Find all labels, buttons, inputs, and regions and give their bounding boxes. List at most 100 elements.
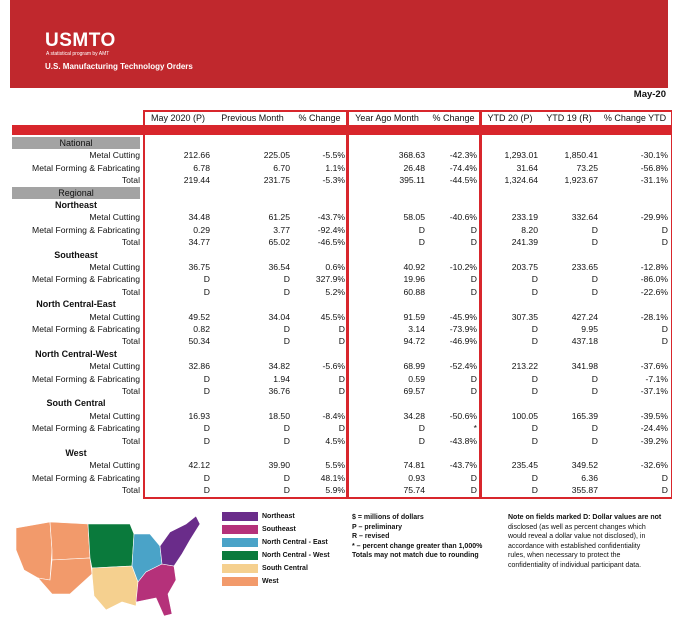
- group-border: [670, 110, 672, 498]
- section-heading: National: [12, 137, 140, 149]
- cell-value: 327.9%: [315, 274, 345, 285]
- cell-value: 48.1%: [320, 472, 345, 483]
- cell-value: -12.8%: [640, 262, 668, 272]
- cell-value: 39.90: [268, 460, 290, 471]
- cell-value: D: [531, 373, 538, 384]
- cell-value: D: [418, 435, 425, 446]
- cell-value: -5.6%: [322, 361, 345, 372]
- cell-value: 16.93: [188, 410, 210, 421]
- group-border: [347, 110, 349, 498]
- cell-value: 18.50: [268, 410, 290, 421]
- section-heading: Regional: [12, 186, 140, 199]
- row-label: Metal Forming & Fabricating: [32, 324, 140, 334]
- cell-value: D: [338, 336, 345, 347]
- cell-value: D: [591, 237, 598, 248]
- cell-value: D: [470, 485, 477, 496]
- cell-value: 235.45: [511, 460, 538, 471]
- cell-value: 4.5%: [325, 435, 345, 446]
- column-header: Previous Month: [221, 113, 284, 123]
- cell-value: 213.22: [511, 361, 538, 372]
- cell-value: D: [470, 472, 477, 483]
- cell-value: D: [531, 485, 538, 496]
- row-label: Total: [121, 386, 140, 396]
- cell-value: D: [531, 472, 538, 483]
- cell-value: 45.5%: [320, 311, 345, 322]
- row-label: Metal Cutting: [89, 311, 140, 322]
- cell-value: 69.57: [403, 386, 425, 396]
- cell-value: 42.12: [188, 460, 210, 471]
- legend-swatch: [222, 512, 258, 521]
- cell-value: 332.64: [571, 212, 598, 223]
- cell-value: 368.63: [398, 150, 425, 161]
- row-label: Total: [121, 175, 140, 186]
- cell-value: 5.5%: [325, 460, 345, 471]
- cell-value: 75.74: [403, 485, 425, 496]
- cell-value: D: [531, 286, 538, 297]
- cell-value: -86.0%: [640, 274, 668, 285]
- cell-value: -8.4%: [322, 410, 345, 421]
- cell-value: D: [591, 224, 598, 235]
- us-map: [15, 515, 201, 617]
- cell-value: D: [591, 286, 598, 297]
- row-label: Metal Cutting: [89, 212, 140, 223]
- legend-label: West: [262, 578, 279, 585]
- row-label: Metal Cutting: [89, 361, 140, 372]
- cell-value: 8.20: [521, 224, 538, 235]
- cell-value: D: [418, 237, 425, 248]
- cell-value: 1.94: [273, 373, 290, 384]
- row-label: Total: [121, 336, 140, 347]
- legend-swatch: [222, 538, 258, 547]
- cell-value: D: [591, 423, 598, 434]
- cell-value: 165.39: [571, 410, 598, 421]
- cell-value: 5.2%: [325, 286, 345, 297]
- cell-value: D: [531, 336, 538, 347]
- cell-value: -24.4%: [640, 423, 668, 434]
- cell-value: 100.05: [511, 410, 538, 421]
- group-border: [478, 110, 480, 498]
- cell-value: 1,324.64: [504, 175, 538, 186]
- cell-value: D: [591, 274, 598, 285]
- cell-value: 1,293.01: [504, 150, 538, 161]
- group-border: [345, 110, 347, 498]
- cell-value: D: [283, 435, 290, 446]
- cell-value: 349.52: [571, 460, 598, 471]
- row-label: Metal Forming & Fabricating: [32, 224, 140, 235]
- cell-value: 219.44: [183, 175, 210, 186]
- cell-value: -74.4%: [449, 162, 477, 173]
- cell-value: -42.3%: [449, 150, 477, 161]
- cell-value: *: [473, 423, 477, 434]
- cell-value: 0.59: [408, 373, 425, 384]
- cell-value: 3.77: [273, 224, 290, 235]
- group-border: [480, 110, 482, 498]
- row-label: Metal Forming & Fabricating: [32, 274, 140, 285]
- cell-value: 427.24: [571, 311, 598, 322]
- cell-value: -29.9%: [640, 212, 668, 223]
- cell-value: -46.5%: [317, 237, 345, 248]
- cell-value: 9.95: [581, 324, 598, 334]
- cell-value: D: [470, 373, 477, 384]
- cell-value: -28.1%: [640, 311, 668, 322]
- cell-value: 1,850.41: [564, 150, 598, 161]
- cell-value: 34.48: [188, 212, 210, 223]
- cell-value: 73.25: [576, 162, 598, 173]
- cell-value: 0.93: [408, 472, 425, 483]
- cell-value: -32.6%: [640, 460, 668, 471]
- row-label: Metal Cutting: [89, 150, 140, 161]
- cell-value: D: [470, 237, 477, 248]
- cell-value: 6.78: [193, 162, 210, 173]
- cell-value: 91.59: [403, 311, 425, 322]
- cell-value: D: [470, 224, 477, 235]
- cell-value: -44.5%: [449, 175, 477, 186]
- cell-value: 307.35: [511, 311, 538, 322]
- group-border: [347, 110, 480, 112]
- cell-value: -31.1%: [640, 175, 668, 186]
- region-name: Southeast: [54, 249, 98, 260]
- cell-value: D: [418, 423, 425, 434]
- cell-value: -45.9%: [449, 311, 477, 322]
- cell-value: D: [661, 237, 668, 248]
- cell-value: D: [283, 324, 290, 334]
- cell-value: -22.6%: [640, 286, 668, 297]
- cell-value: 437.18: [571, 336, 598, 347]
- cell-value: D: [338, 324, 345, 334]
